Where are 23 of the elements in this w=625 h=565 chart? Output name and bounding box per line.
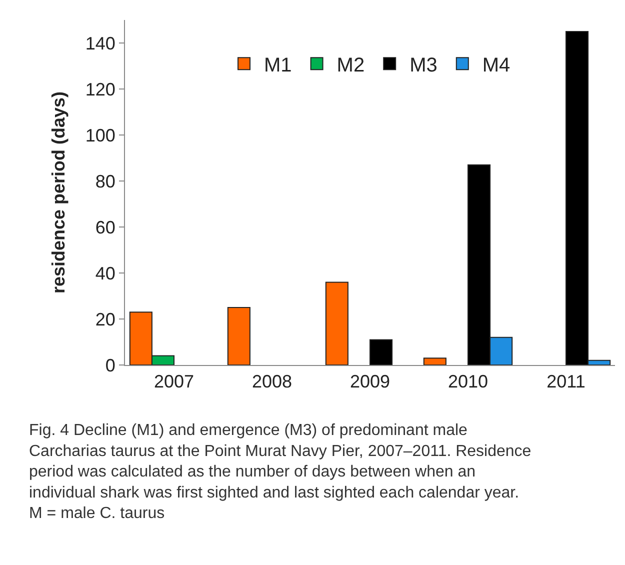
caption: Fig. 4 Decline (M1) and emergence (M3) of predominant male Carcharias taurus at the Point Murat Navy Pier, 2007–2011. Residence period was calculated as the number of days between when an individual shark was first sighted and last sighted each calendar year. M = male C. taurus	[29, 422, 532, 522]
y-tick-label: 80	[95, 171, 116, 192]
bar	[370, 339, 393, 365]
legend-label: M4	[482, 54, 510, 76]
legend-label: M3	[410, 54, 438, 76]
y-tick-label: 120	[85, 79, 116, 100]
bar	[227, 307, 250, 365]
x-tick-label: 2009	[350, 372, 390, 392]
x-tick-label: 2007	[154, 372, 194, 392]
y-tick-label: 40	[95, 263, 116, 284]
y-tick-label: 20	[95, 309, 116, 330]
y-axis-title: residence period (days)	[48, 91, 69, 294]
y-tick-label: 100	[85, 125, 116, 146]
x-tick-label: 2010	[448, 372, 488, 392]
y-tick-label: 60	[95, 217, 116, 238]
bar	[423, 358, 446, 365]
y-tick-label: 140	[85, 33, 116, 54]
x-tick-label: 2008	[252, 372, 292, 392]
y-tick-label: 0	[105, 355, 116, 376]
bar	[325, 282, 348, 365]
x-tick-label: 2011	[546, 372, 586, 392]
legend-label: M1	[264, 54, 292, 76]
legend-label: M2	[336, 54, 365, 76]
